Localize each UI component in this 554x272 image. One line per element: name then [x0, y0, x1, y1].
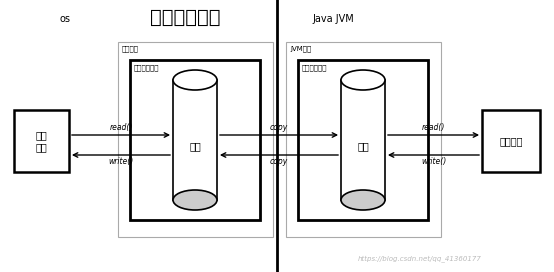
Text: 缓存: 缓存 [189, 141, 201, 151]
Text: copy: copy [270, 123, 288, 132]
Text: 物理
磁盘: 物理 磁盘 [35, 130, 48, 152]
Bar [286, 42, 441, 237]
Text: 物理空间: 物理空间 [122, 45, 139, 52]
Text: os: os [60, 14, 71, 24]
Text: write(): write() [421, 157, 446, 166]
Bar [482, 110, 540, 172]
Ellipse shape [341, 70, 385, 90]
Text: 应用程序: 应用程序 [499, 136, 523, 146]
Text: read(): read() [422, 123, 445, 132]
Bar [341, 80, 385, 200]
Text: 用户地址空间: 用户地址空间 [302, 64, 327, 71]
Text: 非直接缓冲区: 非直接缓冲区 [150, 8, 220, 27]
Text: https://blog.csdn.net/qq_41360177: https://blog.csdn.net/qq_41360177 [358, 255, 482, 262]
Bar [14, 110, 69, 172]
Text: 缓存: 缓存 [357, 141, 369, 151]
Text: write(): write() [109, 157, 134, 166]
Bar [118, 42, 273, 237]
Text: Java JVM: Java JVM [312, 14, 354, 24]
Text: JVM空间: JVM空间 [290, 45, 311, 52]
Text: read(): read() [109, 123, 133, 132]
Bar [173, 80, 217, 200]
Text: copy: copy [270, 157, 288, 166]
Bar [298, 60, 428, 220]
Ellipse shape [341, 190, 385, 210]
Bar [130, 60, 260, 220]
Ellipse shape [173, 190, 217, 210]
Text: 内存地址空间: 内存地址空间 [134, 64, 160, 71]
Ellipse shape [173, 70, 217, 90]
